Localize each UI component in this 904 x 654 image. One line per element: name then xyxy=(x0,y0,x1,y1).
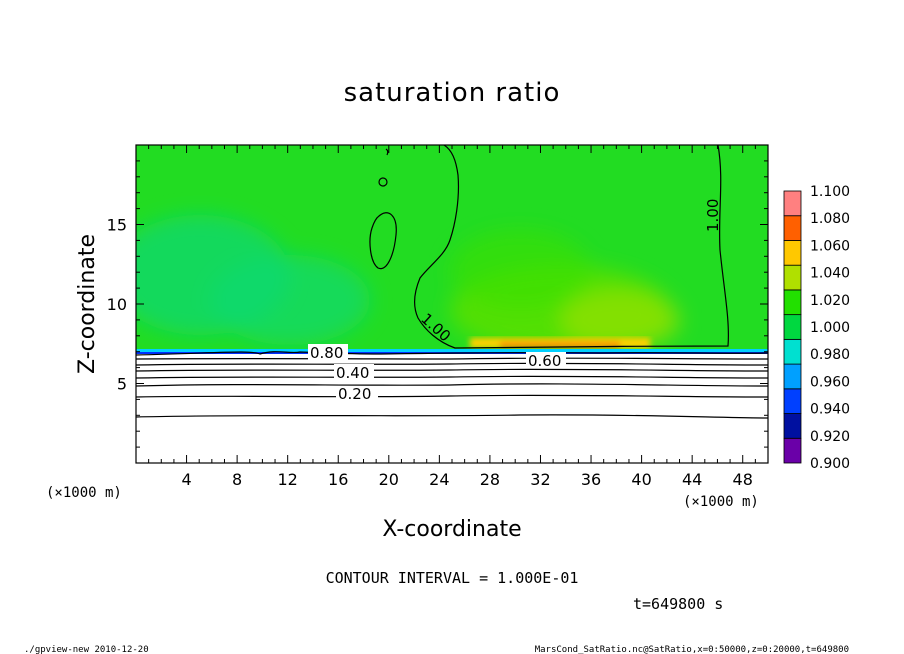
colorbar-label: 0.960 xyxy=(810,374,850,390)
x-tick-label: 36 xyxy=(581,470,601,489)
contour-label-1.00-right: 1.00 xyxy=(704,199,722,232)
contour-labels: 0.80 0.40 0.20 0.60 1.00 1.00 xyxy=(308,199,722,403)
x-tick-label: 4 xyxy=(181,470,191,489)
colorbar-swatch xyxy=(783,314,802,340)
colorbar-label: 1.060 xyxy=(810,238,850,254)
colorbar-label: 1.000 xyxy=(810,320,850,336)
x-unit-label: (×1000 m) xyxy=(683,494,759,510)
contour-lines xyxy=(136,145,768,419)
x-tick-label: 24 xyxy=(429,470,449,489)
x-tick-label: 12 xyxy=(278,470,298,489)
colorbar-swatch xyxy=(783,388,802,414)
colorbar-label: 0.940 xyxy=(810,402,850,418)
x-tick-label: 20 xyxy=(379,470,399,489)
x-axis: 4 8 12 16 20 24 28 32 36 40 44 48 xyxy=(135,145,769,489)
y-axis-label: Z-coordinate xyxy=(75,234,100,374)
colorbar-label: 0.900 xyxy=(810,456,850,472)
y-tick-label: 5 xyxy=(117,375,127,394)
x-tick-label: 16 xyxy=(328,470,348,489)
colorbar-swatch xyxy=(783,413,802,439)
unsaturated-region xyxy=(136,354,768,463)
x-tick-label: 32 xyxy=(530,470,550,489)
y-axis: 5 10 15 xyxy=(107,144,768,464)
colorbar-swatch xyxy=(783,338,802,365)
field-shading xyxy=(136,215,680,355)
colorbar-label: 0.980 xyxy=(810,347,850,363)
colorbar-swatch xyxy=(783,190,802,217)
colorbar-swatch xyxy=(783,363,802,390)
colorbar-swatch xyxy=(783,215,802,241)
x-tick-label: 44 xyxy=(682,470,702,489)
contour-label-0.60: 0.60 xyxy=(528,352,561,370)
x-axis-label: X-coordinate xyxy=(382,517,521,542)
contour-label-0.20: 0.20 xyxy=(338,385,371,403)
time-label: t=649800 s xyxy=(633,595,723,613)
peak-band xyxy=(470,338,650,348)
colorbar-swatch xyxy=(783,240,802,266)
z-unit-label: (×1000 m) xyxy=(46,485,122,501)
colorbar-label: 1.020 xyxy=(810,293,850,309)
colorbar-swatch xyxy=(783,289,802,316)
colorbar-swatch xyxy=(783,437,802,464)
colorbar-swatch xyxy=(783,264,802,291)
y-tick-label: 10 xyxy=(107,295,127,314)
source-credit: MarsCond_SatRatio.nc@SatRatio,x=0:50000,… xyxy=(535,645,849,654)
contour-label-0.40: 0.40 xyxy=(336,364,369,382)
program-credit: ./gpview-new 2010-12-20 xyxy=(24,645,149,654)
plot-area xyxy=(136,145,768,463)
contour-interval-note: CONTOUR INTERVAL = 1.000E-01 xyxy=(326,569,579,587)
transition-band xyxy=(136,349,768,352)
colorbar-label: 1.080 xyxy=(810,211,850,227)
colorbar-label: 1.100 xyxy=(810,184,850,200)
x-tick-label: 48 xyxy=(733,470,753,489)
y-tick-label: 15 xyxy=(107,216,127,235)
colorbar-label: 0.920 xyxy=(810,429,850,445)
chart-title: saturation ratio xyxy=(344,78,561,108)
colorbar: 1.100 1.080 1.060 1.040 1.020 1.000 0.980 0.960… xyxy=(783,184,850,472)
contour-label-0.80: 0.80 xyxy=(310,344,343,362)
x-tick-label: 40 xyxy=(631,470,651,489)
x-tick-label: 28 xyxy=(480,470,500,489)
x-tick-label: 8 xyxy=(232,470,242,489)
colorbar-label: 1.040 xyxy=(810,266,850,282)
